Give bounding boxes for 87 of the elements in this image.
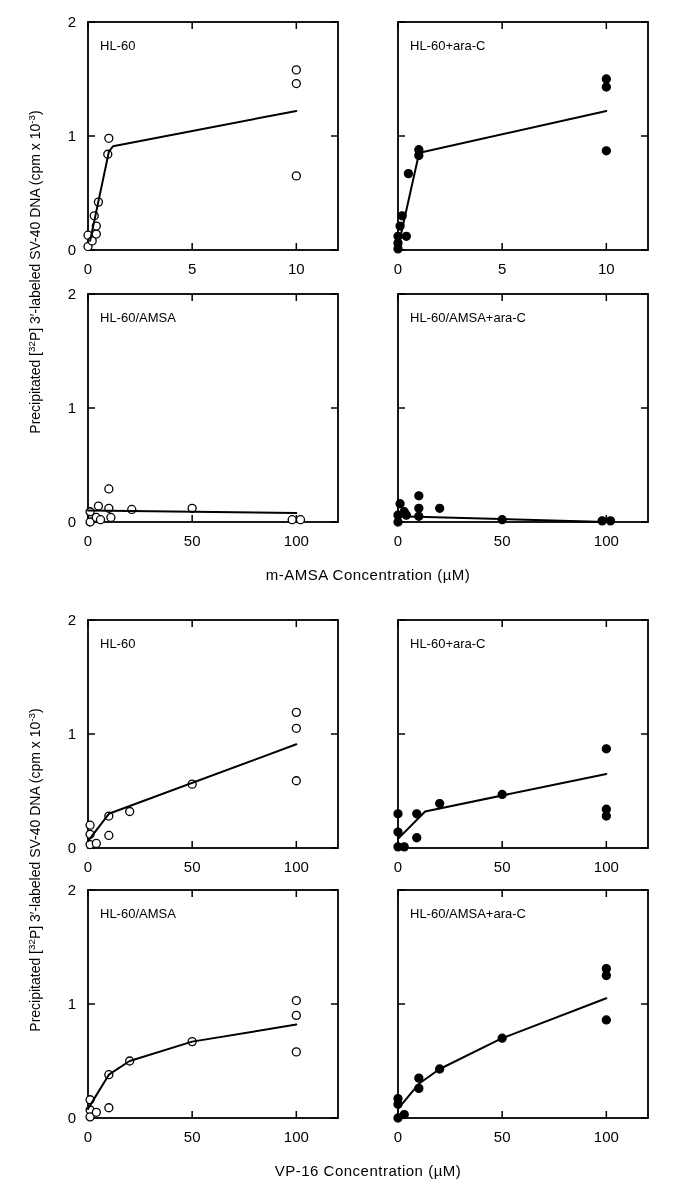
text: HL-60 xyxy=(100,636,136,651)
point xyxy=(414,503,424,513)
x-axis-title: VP-16 Concentration (µM) xyxy=(274,1162,462,1179)
point xyxy=(601,1015,611,1025)
y-tick-label: 2 xyxy=(67,881,76,899)
y-tick-label: 1 xyxy=(67,399,76,417)
x-tick-label: 0 xyxy=(393,260,403,277)
x-tick-label: 5 xyxy=(497,260,507,277)
x-tick-label: 0 xyxy=(83,1128,93,1145)
point xyxy=(412,809,422,819)
point xyxy=(291,723,301,733)
y-tick-label: 0 xyxy=(67,513,76,531)
point xyxy=(91,229,101,239)
y-tick-label: 1 xyxy=(67,725,76,743)
text: HL-60/AMSA+ara-C xyxy=(410,310,526,325)
x-tick-label: 50 xyxy=(493,1128,511,1145)
point xyxy=(85,517,95,527)
point xyxy=(414,1073,424,1083)
x-tick-label: 50 xyxy=(493,858,511,875)
point xyxy=(104,1103,114,1113)
x-tick-label: 100 xyxy=(593,1128,619,1145)
x-tick-label: 0 xyxy=(83,260,93,277)
point xyxy=(414,491,424,501)
text: HL-60/AMSA+ara-C xyxy=(410,906,526,921)
x-tick-label: 5 xyxy=(187,260,197,277)
x-tick-label: 100 xyxy=(283,1128,309,1145)
x-tick-label: 50 xyxy=(183,532,201,549)
point xyxy=(85,1112,95,1122)
point xyxy=(95,515,106,525)
x-tick-label: 0 xyxy=(83,858,93,875)
point xyxy=(435,503,445,513)
x-tick-label: 0 xyxy=(83,532,93,549)
y-tick-label: 0 xyxy=(67,1109,76,1127)
y-tick-label: 1 xyxy=(67,127,76,145)
point xyxy=(104,133,114,143)
text: HL-60+ara-C xyxy=(410,636,486,651)
y-tick-label: 1 xyxy=(67,995,76,1013)
y-tick-label: 2 xyxy=(67,611,76,629)
x-tick-label: 50 xyxy=(493,532,511,549)
text: HL-60+ara-C xyxy=(410,38,486,53)
point xyxy=(91,838,101,849)
x-tick-label: 0 xyxy=(393,532,403,549)
point xyxy=(601,82,611,92)
point xyxy=(395,499,405,509)
point xyxy=(291,1047,301,1057)
point xyxy=(601,74,611,84)
point xyxy=(401,231,411,241)
point xyxy=(435,798,445,809)
point xyxy=(601,146,611,156)
point xyxy=(291,707,301,717)
point xyxy=(393,809,403,819)
point xyxy=(93,501,104,511)
x-tick-label: 10 xyxy=(597,260,615,277)
x-axis-title: m-AMSA Concentration (µM) xyxy=(265,566,471,583)
y-tick-label: 0 xyxy=(67,241,76,259)
x-tick-label: 10 xyxy=(287,260,305,277)
x-tick-label: 0 xyxy=(393,1128,403,1145)
point xyxy=(291,995,301,1006)
point xyxy=(291,78,301,89)
x-tick-label: 100 xyxy=(283,532,309,549)
x-tick-label: 100 xyxy=(593,858,619,875)
point xyxy=(291,1010,301,1021)
x-tick-label: 100 xyxy=(593,532,619,549)
text: HL-60 xyxy=(100,38,136,53)
y-tick-label: 0 xyxy=(67,839,76,857)
point xyxy=(106,512,116,523)
point xyxy=(601,744,611,754)
x-tick-label: 50 xyxy=(183,858,201,875)
point xyxy=(291,65,301,75)
point xyxy=(403,168,414,179)
point xyxy=(412,833,422,843)
x-tick-label: 50 xyxy=(183,1128,201,1145)
point xyxy=(291,776,301,786)
point xyxy=(601,811,611,821)
point xyxy=(393,827,403,837)
point xyxy=(104,484,114,494)
text: HL-60/AMSA xyxy=(100,310,177,325)
point xyxy=(91,1107,101,1117)
y-tick-label: 2 xyxy=(67,285,76,303)
point xyxy=(85,820,95,830)
y-tick-label: 2 xyxy=(67,13,76,31)
point xyxy=(104,830,114,841)
point xyxy=(291,171,301,181)
x-tick-label: 100 xyxy=(283,858,309,875)
point xyxy=(125,806,135,817)
text: HL-60/AMSA xyxy=(100,906,177,921)
x-tick-label: 0 xyxy=(393,858,403,875)
